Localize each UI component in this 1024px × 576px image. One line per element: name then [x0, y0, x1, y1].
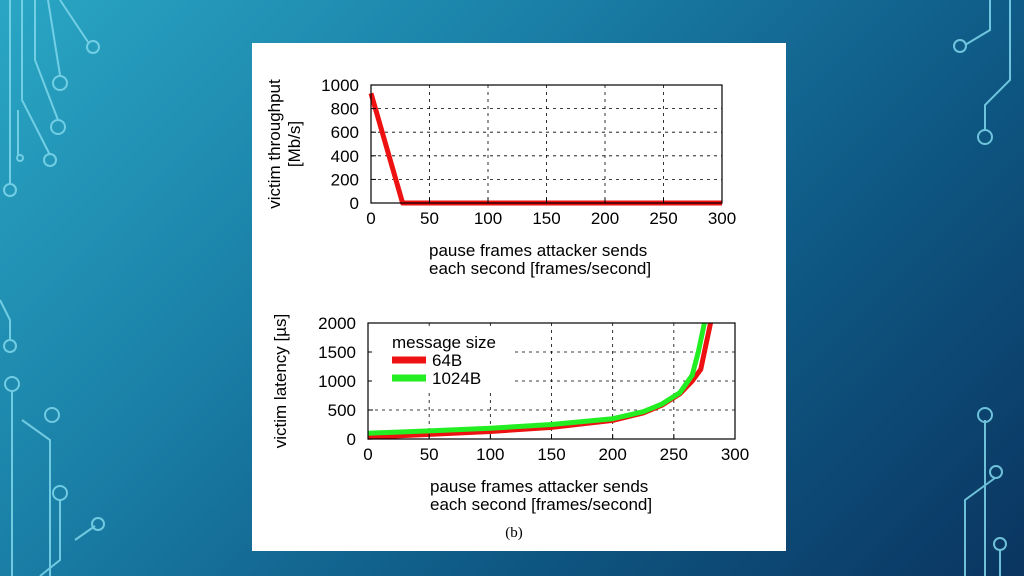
x-axis-label-line-2: each second [frames/second]	[429, 259, 651, 278]
y-tick-label: 0	[350, 194, 359, 213]
x-tick-label: 200	[591, 209, 619, 228]
x-tick-label: 0	[363, 445, 372, 464]
legend-label-64b: 64B	[432, 351, 462, 370]
x-tick-label: 200	[598, 445, 626, 464]
y-tick-label: 0	[347, 430, 356, 449]
legend: message size 64B 1024B	[372, 327, 512, 391]
y-axis-label: victim latency [µs]	[271, 314, 290, 449]
latency-chart: 0 50 100 150 200 250 300 0 500 1000 1500 2000 victi…	[271, 314, 749, 514]
x-tick-label: 150	[537, 445, 565, 464]
x-tick-label: 300	[721, 445, 749, 464]
x-tick-label: 250	[660, 445, 688, 464]
figure-caption: (b)	[505, 525, 523, 541]
figure-card: 0 50 100 150 200 250 300 0 200 400 600 800 1000 vict…	[252, 43, 786, 551]
y-tick-label: 1500	[318, 343, 356, 362]
y-axis-label-line-2: [Mb/s]	[285, 121, 304, 167]
x-tick-label: 0	[366, 209, 375, 228]
x-axis-label-line-1: pause frames attacker sends	[430, 477, 648, 496]
y-tick-label: 400	[331, 147, 359, 166]
x-tick-label: 100	[476, 445, 504, 464]
x-tick-label: 100	[474, 209, 502, 228]
x-axis-label: pause frames attacker sends each second …	[430, 477, 652, 514]
legend-label-1024b: 1024B	[432, 369, 481, 388]
x-axis-label-line-1: pause frames attacker sends	[429, 241, 647, 260]
x-axis-label-line-2: each second [frames/second]	[430, 495, 652, 514]
series-line-1024b	[367, 322, 707, 436]
y-tick-label: 200	[331, 170, 359, 189]
y-tick-label: 2000	[318, 314, 356, 333]
y-axis-label: victim throughput [Mb/s]	[265, 79, 304, 209]
y-tick-label: 800	[331, 100, 359, 119]
y-axis-label-line-1: victim latency [µs]	[271, 314, 290, 449]
x-tick-label: 300	[708, 209, 736, 228]
y-tick-label: 1000	[321, 76, 359, 95]
x-tick-label: 150	[532, 209, 560, 228]
x-axis-label: pause frames attacker sends each second …	[429, 241, 651, 278]
legend-title: message size	[392, 333, 496, 352]
y-tick-label: 500	[328, 401, 356, 420]
y-tick-label: 1000	[318, 372, 356, 391]
x-tick-label: 250	[649, 209, 677, 228]
y-axis-label-line-1: victim throughput	[265, 79, 284, 209]
x-tick-label: 50	[420, 445, 439, 464]
throughput-chart: 0 50 100 150 200 250 300 0 200 400 600 800 1000 vict…	[265, 76, 736, 278]
y-tick-label: 600	[331, 123, 359, 142]
x-tick-label: 50	[420, 209, 439, 228]
